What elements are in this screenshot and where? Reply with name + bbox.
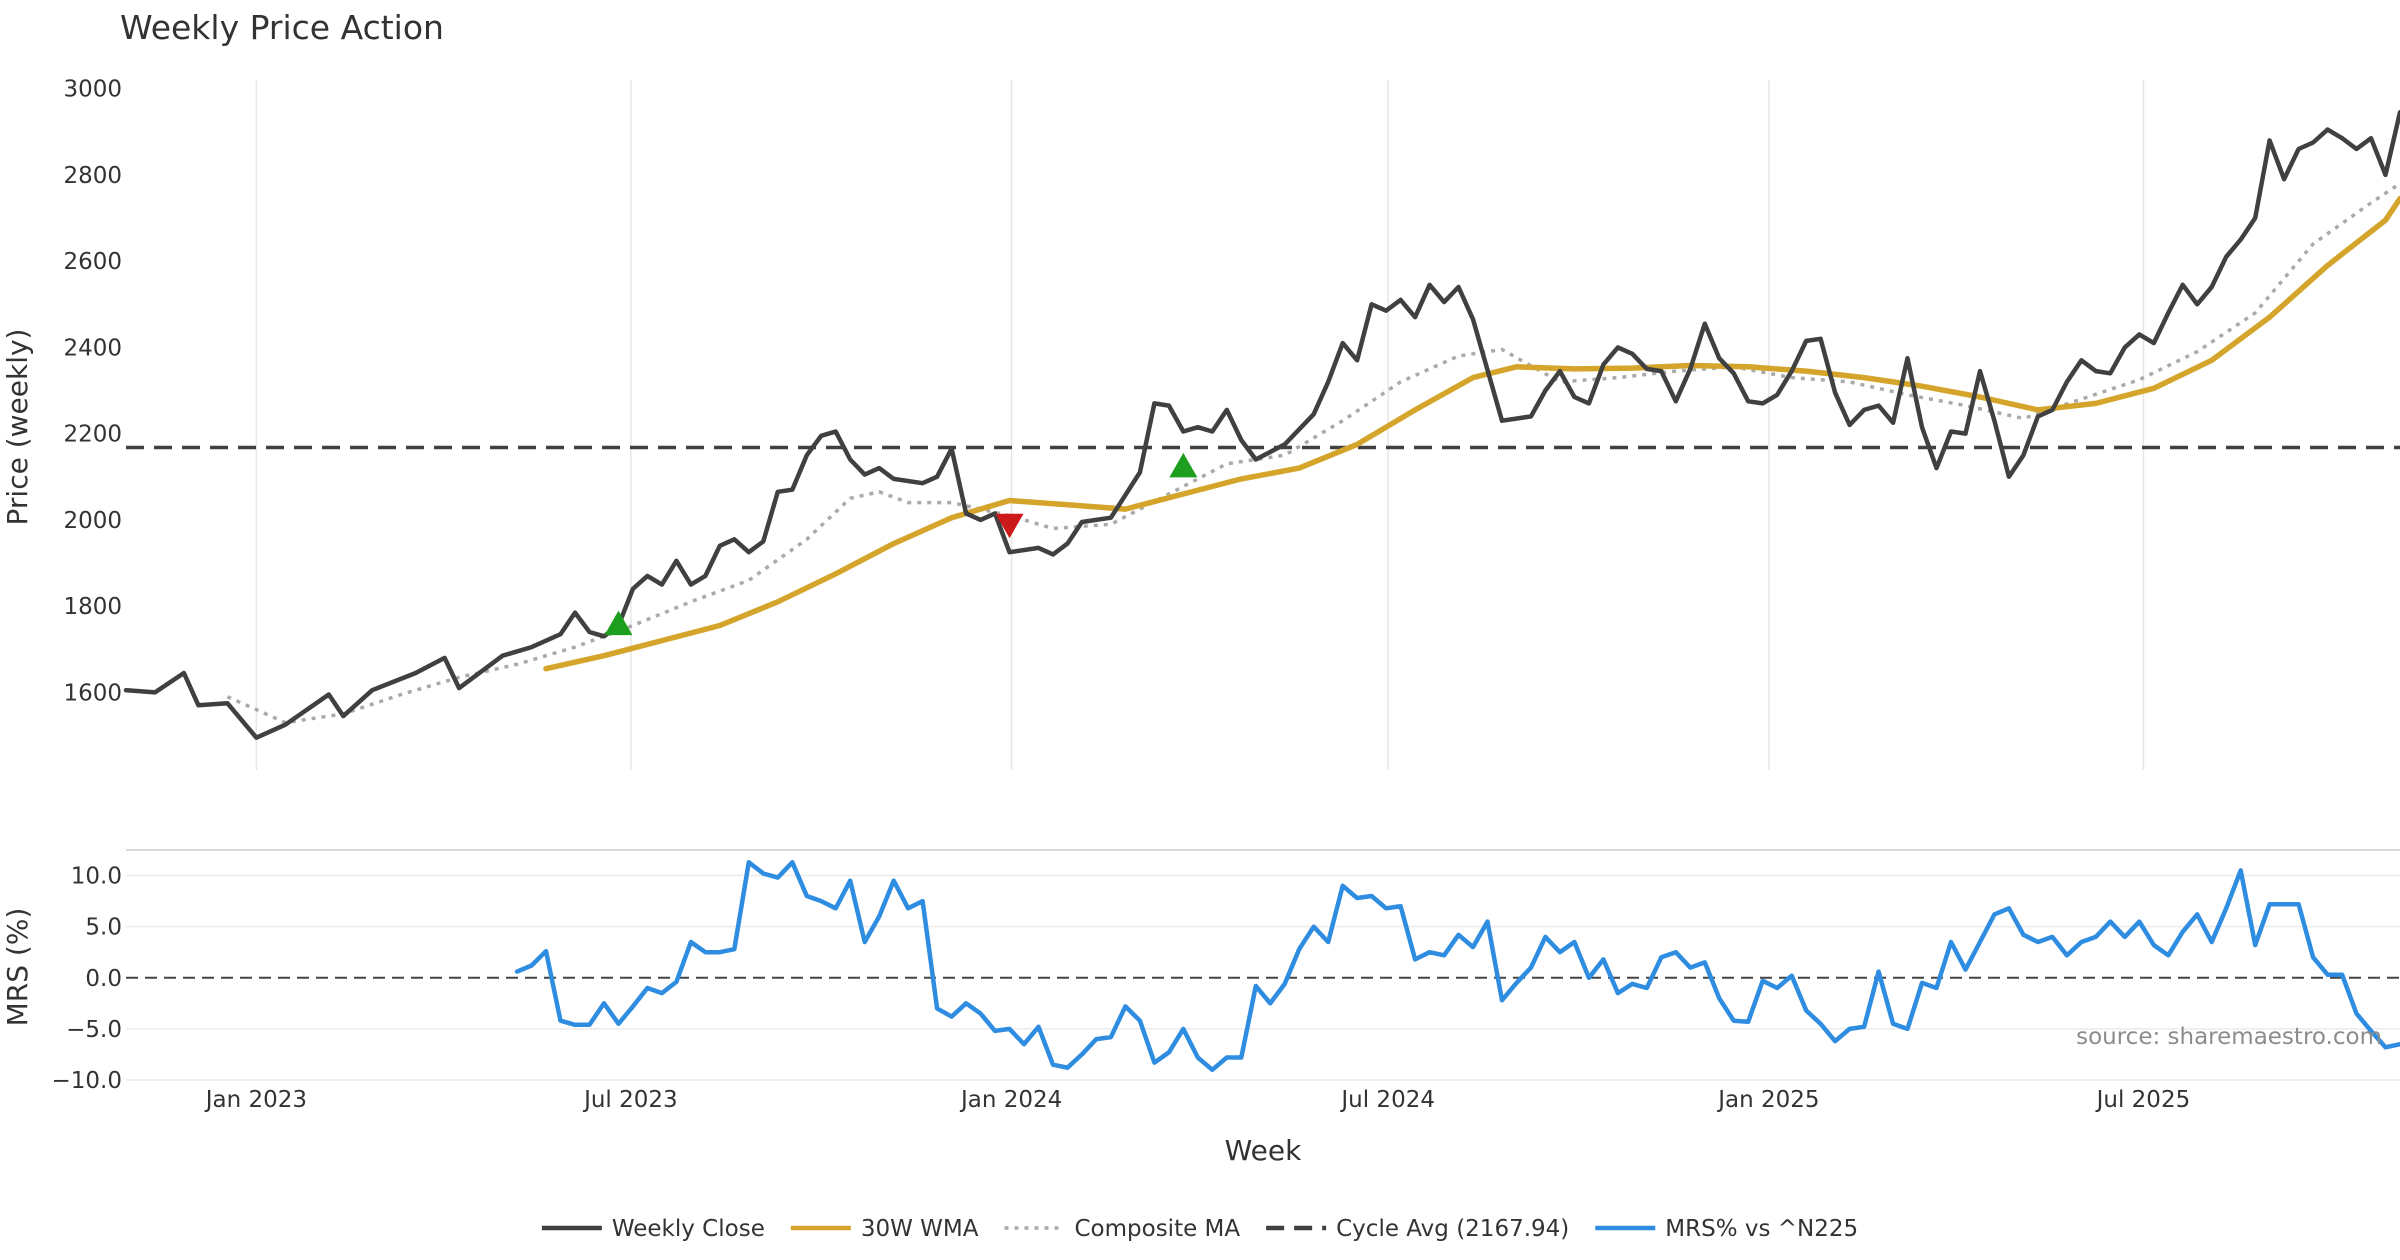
x-tick-label: Jan 2024 xyxy=(959,1087,1062,1113)
legend-label: Cycle Avg (2167.94) xyxy=(1336,1216,1569,1242)
price-y-tick-label: 1600 xyxy=(63,680,122,706)
price-y-tick-label: 1800 xyxy=(63,594,122,620)
series-line-composite-ma xyxy=(226,182,2400,725)
mrs-y-axis-title: MRS (%) xyxy=(1,908,34,1027)
sell-signal-marker xyxy=(995,513,1024,539)
legend-label: Composite MA xyxy=(1074,1216,1240,1242)
series-line-30w-wma xyxy=(543,195,2400,672)
series-line-mrs-vs-n225 xyxy=(514,860,2400,1073)
x-tick-label: Jul 2023 xyxy=(582,1087,678,1113)
tick-layer: Jan 2023 Jul 2023 Jan 2024 Jul 2024 Jan 2025… xyxy=(52,77,2191,1113)
price-y-tick-label: 2400 xyxy=(63,335,122,361)
legend-item-cycle-avg-2167-94: Cycle Avg (2167.94) xyxy=(1266,1216,1569,1242)
grid-layer xyxy=(126,80,2400,1081)
price-y-axis-title: Price (weekly) xyxy=(1,329,34,526)
legend-item-30w-wma: 30W WMA xyxy=(790,1216,979,1242)
buy-signal-marker xyxy=(604,610,633,636)
x-tick-label: Jul 2024 xyxy=(1339,1087,1435,1113)
x-axis-title: Week xyxy=(1225,1134,1302,1167)
x-tick-label: Jan 2025 xyxy=(1716,1087,1819,1113)
price-y-tick-label: 2000 xyxy=(63,508,122,534)
legend-item-composite-ma: Composite MA xyxy=(1004,1216,1240,1242)
mrs-y-tick-label: 0.0 xyxy=(85,966,122,992)
series-line-weekly-close xyxy=(123,110,2400,740)
source-annotation: source: sharemaestro.com xyxy=(2076,1024,2382,1050)
legend-label: 30W WMA xyxy=(861,1216,979,1242)
x-tick-label: Jul 2025 xyxy=(2095,1087,2191,1113)
legend: Weekly Close 30W WMA Composite MA Cycle Avg… xyxy=(541,1216,1858,1242)
mrs-y-tick-label: −5.0 xyxy=(66,1017,122,1043)
x-tick-label: Jan 2023 xyxy=(204,1087,307,1113)
mrs-y-tick-label: 5.0 xyxy=(85,915,122,941)
mrs-y-tick-label: −10.0 xyxy=(52,1068,122,1094)
chart-title: Weekly Price Action xyxy=(120,8,444,47)
legend-item-weekly-close: Weekly Close xyxy=(541,1216,765,1242)
mrs-y-tick-label: 10.0 xyxy=(71,864,122,890)
price-y-tick-label: 3000 xyxy=(63,77,122,103)
series-layer xyxy=(123,110,2400,1073)
price-y-tick-label: 2600 xyxy=(63,249,122,275)
legend-item-mrs-vs-n225: MRS% vs ^N225 xyxy=(1595,1216,1858,1242)
buy-signal-marker xyxy=(1169,452,1198,478)
legend-label: MRS% vs ^N225 xyxy=(1665,1216,1858,1242)
price-y-tick-label: 2800 xyxy=(63,163,122,189)
legend-label: Weekly Close xyxy=(612,1216,765,1242)
price-y-tick-label: 2200 xyxy=(63,422,122,448)
marker-layer xyxy=(604,452,1198,636)
